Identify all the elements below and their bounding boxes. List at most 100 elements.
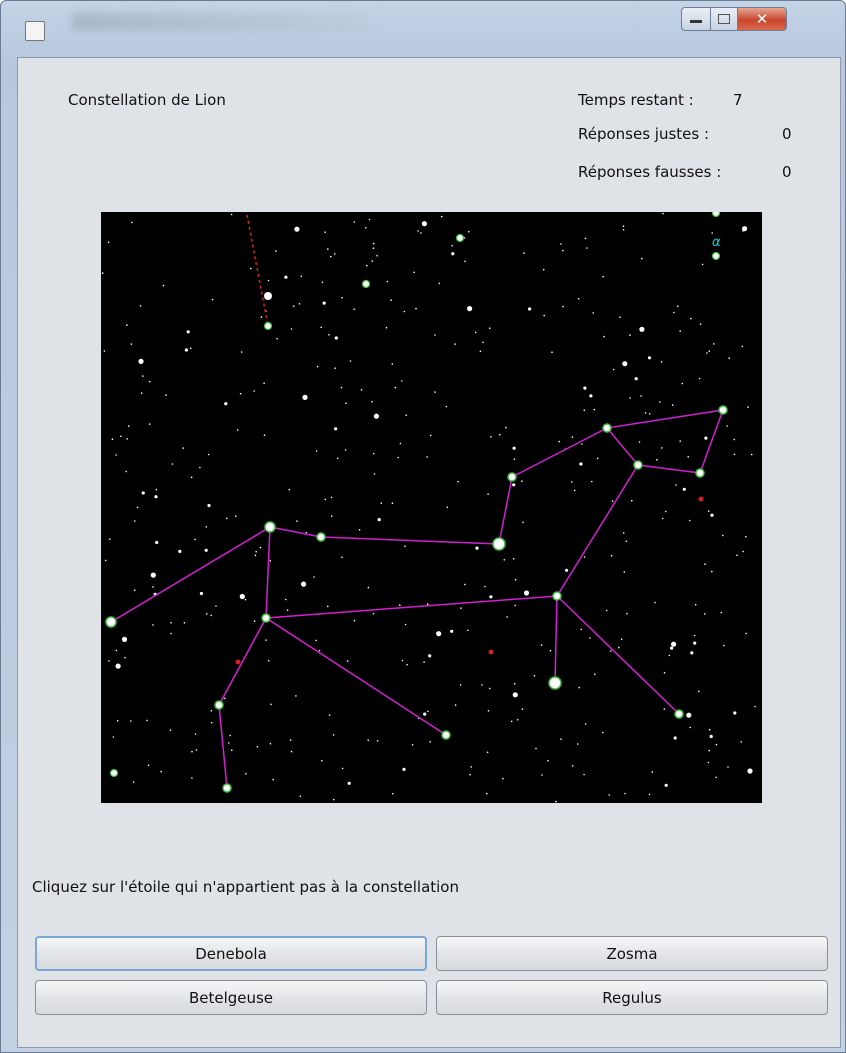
star — [289, 489, 291, 491]
star — [163, 285, 165, 287]
constellation-star[interactable] — [265, 522, 275, 532]
star — [240, 594, 245, 599]
close-button[interactable]: ✕ — [737, 7, 787, 31]
constellation-star[interactable] — [493, 538, 505, 550]
star — [505, 427, 507, 429]
star — [149, 423, 151, 425]
choice-button[interactable]: Denebola — [35, 936, 427, 971]
star — [261, 316, 263, 318]
window-title-blurred — [71, 13, 371, 31]
constellation-star[interactable] — [603, 424, 611, 432]
constellation-star[interactable] — [549, 677, 561, 689]
star — [594, 673, 596, 675]
star — [182, 447, 184, 449]
star — [709, 729, 711, 731]
star — [191, 751, 193, 753]
star — [513, 692, 518, 697]
star — [299, 303, 301, 305]
constellation-star[interactable] — [317, 533, 325, 541]
star — [390, 299, 392, 301]
star — [300, 796, 302, 798]
minimize-button[interactable] — [681, 7, 711, 31]
star — [170, 729, 172, 731]
constellation-star[interactable] — [442, 731, 450, 739]
star — [586, 247, 588, 249]
star — [679, 440, 681, 442]
star — [359, 529, 361, 531]
constellation-star[interactable] — [508, 473, 516, 481]
star — [373, 613, 375, 615]
star — [331, 497, 333, 499]
choice-button[interactable]: Regulus — [436, 980, 828, 1015]
star — [184, 622, 186, 624]
star — [694, 635, 696, 637]
star-map[interactable]: α — [101, 212, 762, 803]
constellation-star[interactable] — [553, 592, 561, 600]
star-label: α — [712, 235, 721, 250]
star — [111, 770, 118, 777]
constellation-star[interactable] — [223, 784, 231, 792]
star — [571, 481, 573, 483]
star — [155, 541, 158, 544]
choice-button[interactable]: Zosma — [436, 936, 828, 971]
star — [722, 535, 724, 537]
constellation-star[interactable] — [675, 710, 683, 718]
star — [170, 622, 172, 624]
star — [733, 711, 736, 714]
star — [583, 387, 586, 390]
maximize-button[interactable] — [710, 7, 738, 31]
star — [673, 312, 675, 314]
red-star — [236, 660, 241, 665]
star — [285, 599, 287, 601]
constellation-star[interactable] — [634, 461, 642, 469]
constellation-star[interactable] — [106, 617, 116, 627]
star — [434, 391, 436, 393]
star — [235, 515, 237, 517]
star — [624, 793, 626, 795]
star — [373, 247, 375, 249]
star — [372, 260, 374, 262]
star — [584, 409, 586, 411]
star — [392, 363, 394, 365]
star — [422, 221, 427, 226]
correct-label: Réponses justes : — [578, 125, 709, 143]
star — [348, 782, 351, 785]
star — [210, 615, 212, 617]
star — [342, 768, 344, 770]
star — [149, 381, 151, 383]
star — [347, 660, 349, 662]
star — [142, 375, 144, 377]
star — [191, 477, 193, 479]
star — [368, 587, 370, 589]
constellation-star[interactable] — [262, 614, 270, 622]
star — [253, 390, 255, 392]
star — [754, 706, 756, 708]
star — [263, 382, 265, 384]
star — [623, 532, 625, 534]
star — [117, 720, 119, 722]
star — [645, 412, 647, 414]
star — [639, 441, 641, 443]
star — [683, 488, 686, 491]
star — [480, 351, 482, 353]
constellation-star[interactable] — [696, 469, 704, 477]
star — [190, 348, 192, 350]
star — [436, 631, 441, 636]
star — [513, 447, 516, 450]
star — [711, 232, 713, 234]
star — [686, 713, 691, 718]
choice-button[interactable]: Betelgeuse — [35, 980, 427, 1015]
star — [543, 269, 545, 271]
star — [229, 735, 231, 737]
constellation-star[interactable] — [719, 406, 727, 414]
constellation-star[interactable] — [215, 701, 223, 709]
star — [641, 258, 643, 260]
star — [319, 650, 321, 652]
red-star — [489, 650, 494, 655]
star — [226, 518, 228, 520]
star — [406, 664, 408, 666]
star — [268, 280, 270, 282]
star — [237, 429, 239, 431]
star — [439, 283, 441, 285]
star — [257, 746, 259, 748]
